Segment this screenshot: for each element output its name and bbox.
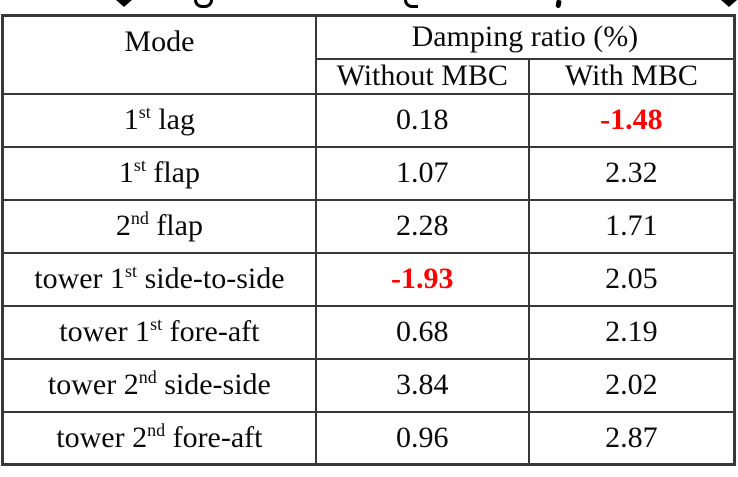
with-mbc-value: 2.19	[527, 304, 736, 360]
ordinal-superscript: st	[133, 155, 146, 175]
with-mbc-value: 2.02	[527, 357, 736, 413]
damping-ratio-table: Mode Damping ratio (%) Without MBC With …	[1, 14, 736, 466]
without-mbc-value: -1.93	[314, 251, 530, 307]
table-row: tower 1st side-to-side -1.93 2.05	[1, 251, 736, 307]
caption-descender-fragment	[555, 0, 562, 9]
mode-text: flap	[145, 156, 200, 189]
header-row-group: Mode Damping ratio (%)	[1, 14, 736, 95]
mode-text: tower 1	[34, 262, 126, 295]
with-mbc-value: 2.87	[527, 410, 736, 466]
mode-cell: tower 2nd fore-aft	[1, 410, 317, 466]
ordinal-superscript: nd	[147, 419, 166, 440]
caption-descender-fragment	[404, 0, 418, 8]
mode-text: 1	[118, 156, 134, 189]
without-mbc-value: 3.84	[314, 357, 530, 413]
ordinal-superscript: st	[150, 314, 163, 334]
table-row: tower 2nd fore-aft 0.96 2.87	[1, 410, 736, 466]
mode-cell: 2nd flap	[1, 198, 317, 254]
caption-descender-fragment	[116, 0, 132, 7]
mode-text: 2	[115, 209, 131, 242]
with-mbc-value: 2.32	[527, 145, 736, 201]
cropped-caption-fragments	[0, 0, 738, 13]
column-header-damping-ratio-group: Damping ratio (%)	[314, 14, 736, 60]
table-row: 1st lag 0.18 -1.48	[1, 92, 736, 148]
mode-cell: tower 1st fore-aft	[1, 304, 317, 360]
mode-text: side-to-side	[137, 262, 285, 295]
without-mbc-value: 0.18	[314, 92, 530, 148]
mode-text: lag	[150, 103, 195, 136]
mode-text: fore-aft	[162, 315, 260, 348]
table-row: tower 1st fore-aft 0.68 2.19	[1, 304, 736, 360]
without-mbc-value: 0.68	[314, 304, 530, 360]
mode-cell: tower 1st side-to-side	[1, 251, 317, 307]
mode-text: side-side	[156, 368, 271, 401]
ordinal-superscript: nd	[130, 208, 149, 228]
caption-descender-fragment	[194, 0, 213, 8]
without-mbc-value: 2.28	[314, 198, 530, 254]
ordinal-superscript: st	[138, 102, 151, 122]
column-header-mode: Mode	[1, 14, 317, 95]
table-row: tower 2nd side-side 3.84 2.02	[1, 357, 736, 413]
with-mbc-value: 1.71	[527, 198, 736, 254]
column-header-without-mbc: Without MBC	[314, 57, 530, 95]
with-mbc-value: -1.48	[527, 92, 736, 148]
mode-cell: tower 2nd side-side	[1, 357, 317, 413]
table-row: 2nd flap 2.28 1.71	[1, 198, 736, 254]
caption-descender-fragment	[721, 0, 737, 7]
with-mbc-value: 2.05	[527, 251, 736, 307]
mode-text: flap	[148, 209, 203, 242]
without-mbc-value: 1.07	[314, 145, 530, 201]
ordinal-superscript: nd	[138, 367, 157, 387]
mode-cell: 1st lag	[1, 92, 317, 148]
mode-text: fore-aft	[165, 420, 263, 454]
mode-text: tower 2	[47, 368, 139, 401]
mode-text: 1	[123, 103, 139, 136]
mode-cell: 1st flap	[1, 145, 317, 201]
mode-text: tower 2	[56, 420, 148, 454]
ordinal-superscript: st	[125, 261, 138, 281]
table-row: 1st flap 1.07 2.32	[1, 145, 736, 201]
column-header-with-mbc: With MBC	[527, 57, 736, 95]
mode-text: tower 1	[59, 315, 151, 348]
header-row-subcolumns: Without MBC With MBC	[3, 57, 736, 95]
column-header-mode-label: Mode	[124, 25, 195, 58]
without-mbc-value: 0.96	[314, 410, 530, 466]
